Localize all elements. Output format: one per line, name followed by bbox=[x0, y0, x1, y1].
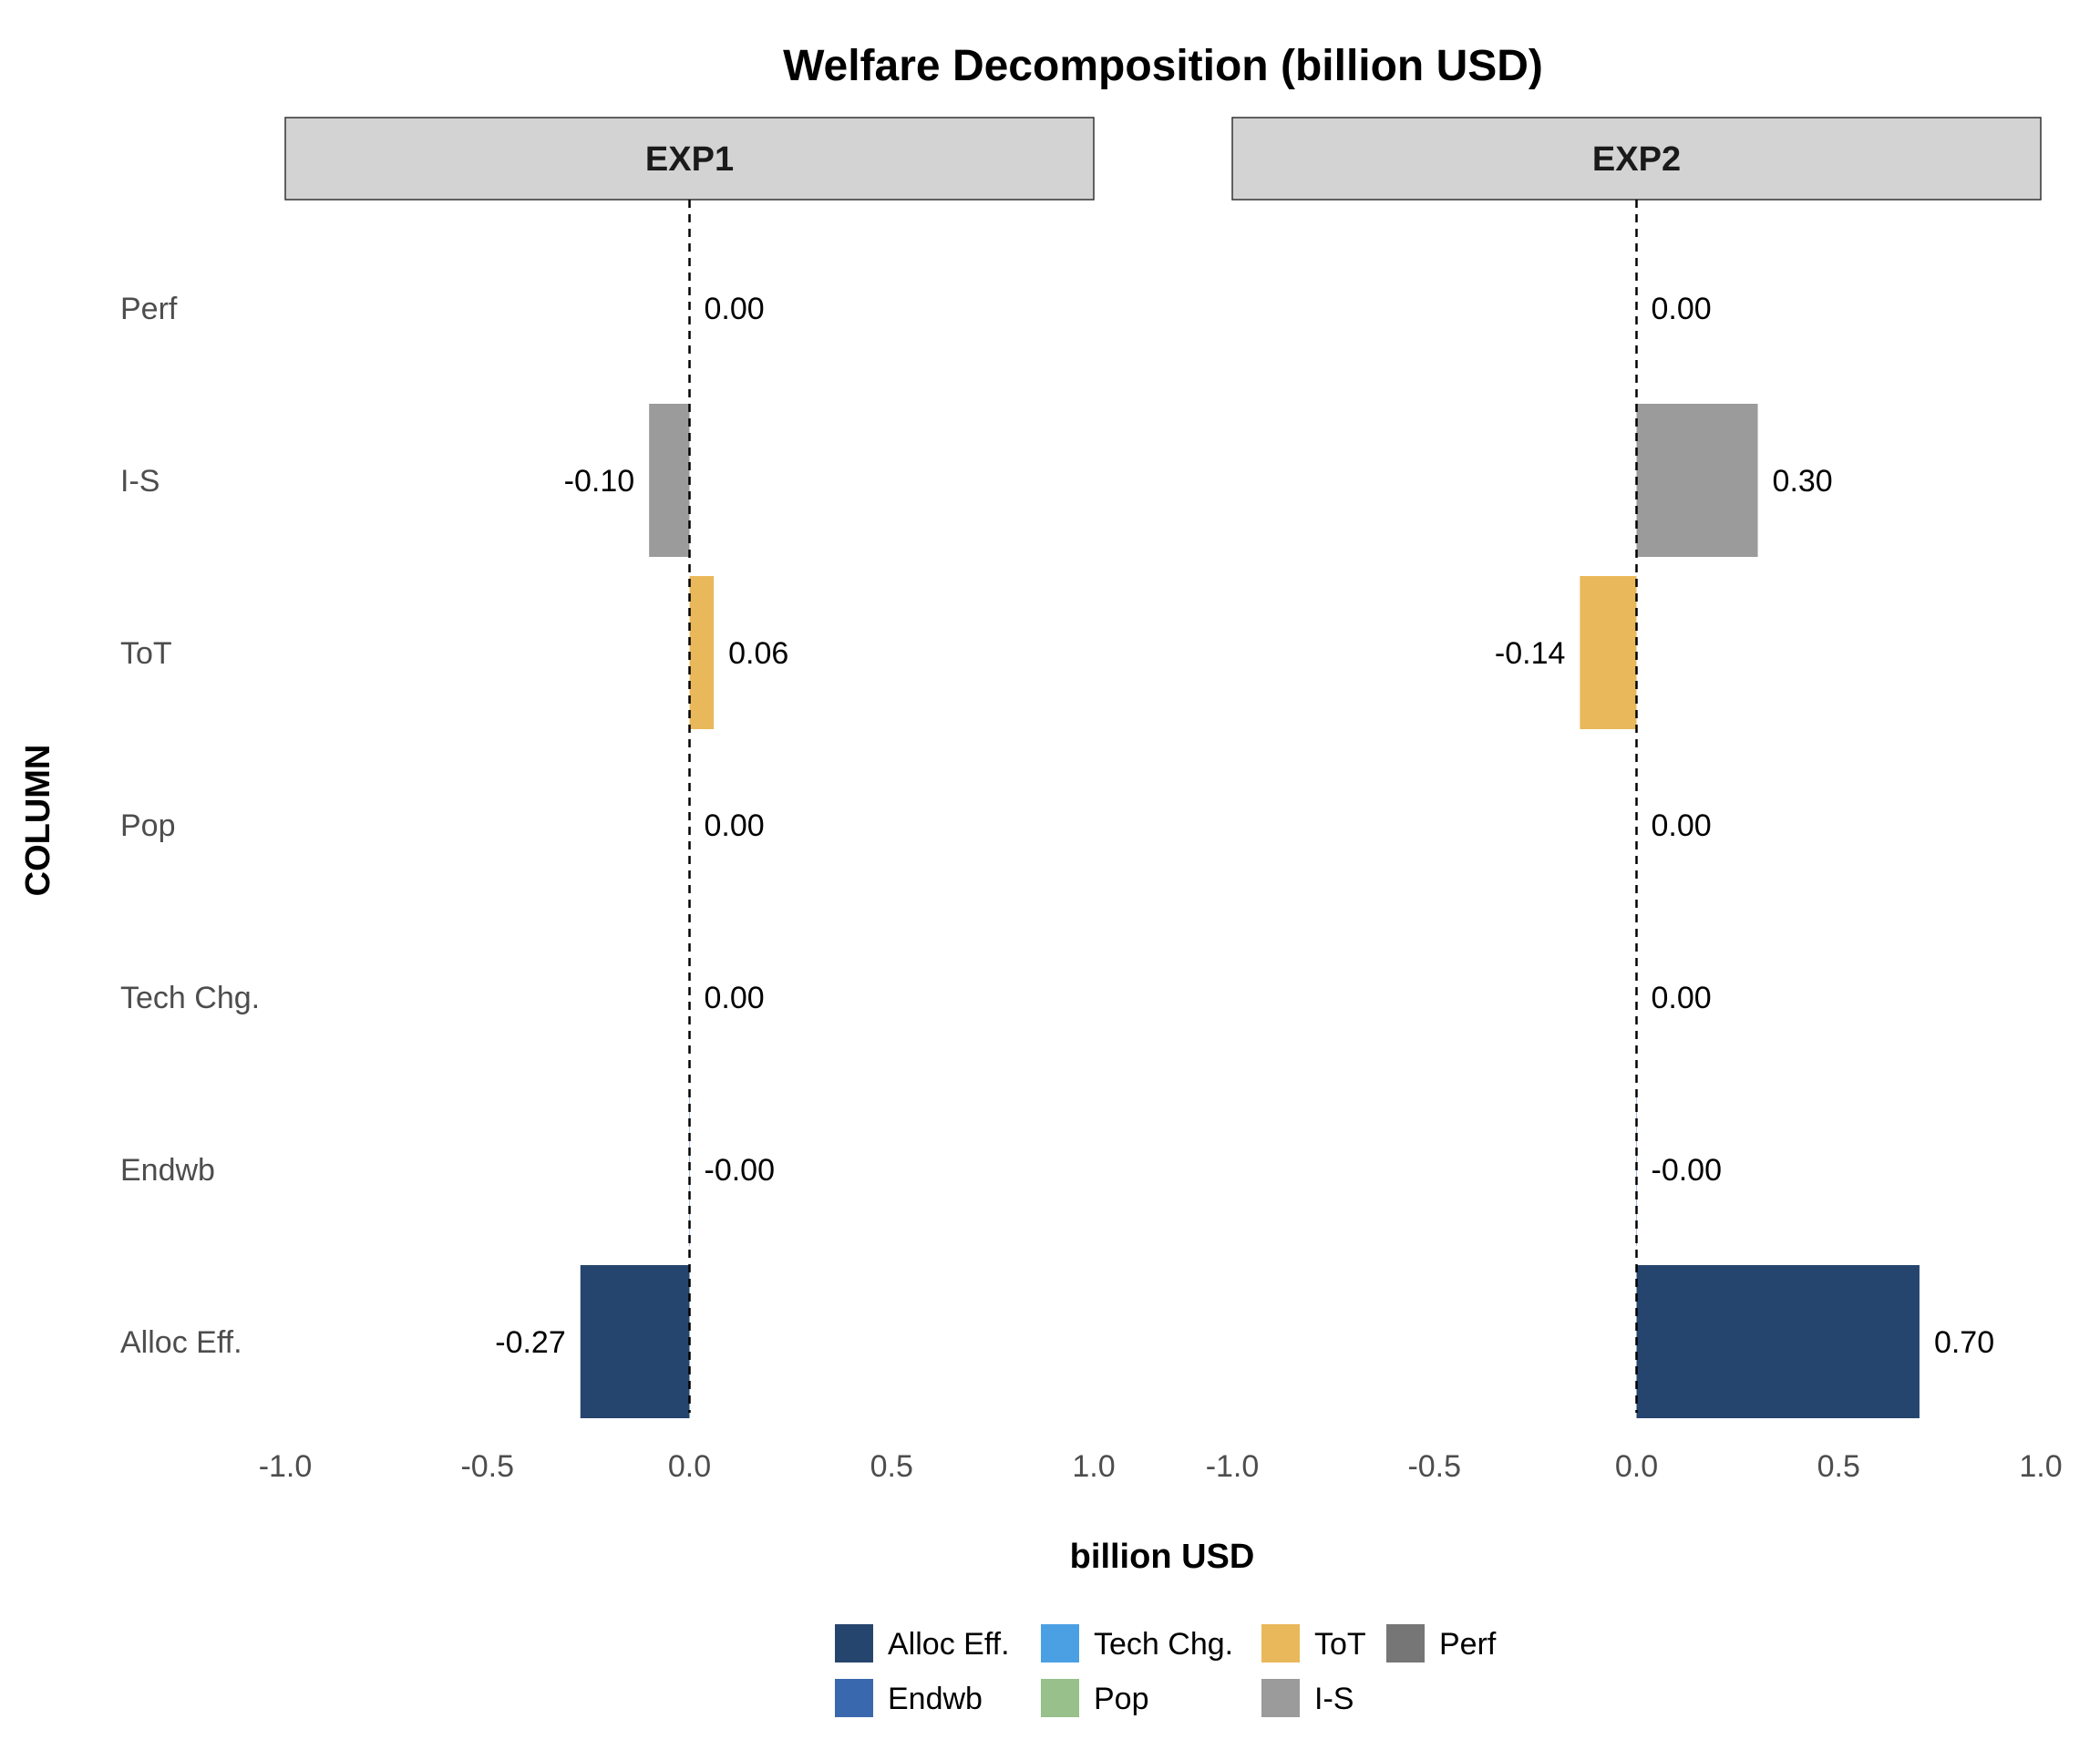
panel-exp2: EXP2 0.00 0.30 -0.14 0.00 0.00 -0.00 0.70 -1.0 -0… bbox=[1206, 117, 2063, 1484]
data-label: 0.00 bbox=[1652, 292, 1712, 326]
x-tick-label: -1.0 bbox=[259, 1449, 313, 1484]
data-label: -0.00 bbox=[1652, 1153, 1723, 1188]
x-tick-label: -0.5 bbox=[1407, 1449, 1461, 1484]
x-tick-label: -0.5 bbox=[460, 1449, 514, 1484]
x-tick-label: 0.5 bbox=[1817, 1449, 1860, 1484]
panel-title: EXP2 bbox=[1592, 140, 1681, 179]
legend-swatch bbox=[1261, 1624, 1300, 1662]
category-label: Tech Chg. bbox=[120, 981, 260, 1015]
x-tick-label: 1.0 bbox=[2019, 1449, 2062, 1484]
panel-strip bbox=[1231, 117, 2042, 201]
x-tick-label: 0.0 bbox=[668, 1449, 711, 1484]
category-label: Endwb bbox=[120, 1153, 215, 1188]
legend-swatch bbox=[835, 1624, 873, 1662]
panel-title: EXP1 bbox=[645, 140, 734, 179]
data-label: 0.06 bbox=[728, 636, 788, 671]
data-label: 0.00 bbox=[705, 981, 765, 1015]
data-label: -0.00 bbox=[705, 1153, 776, 1188]
bar bbox=[649, 404, 690, 557]
bar bbox=[580, 1265, 690, 1418]
legend-label: ToT bbox=[1314, 1627, 1366, 1662]
legend-label: Alloc Eff. bbox=[888, 1627, 1010, 1662]
x-tick-label: -1.0 bbox=[1206, 1449, 1260, 1484]
y-axis-title: COLUMN bbox=[19, 745, 57, 897]
data-label: -0.14 bbox=[1495, 636, 1566, 671]
legend-swatch bbox=[1261, 1679, 1300, 1717]
panel-exp1: EXP1 0.00 -0.10 0.06 0.00 0.00 -0.00 -0.27 -1.0 -… bbox=[259, 117, 1116, 1484]
category-label: Alloc Eff. bbox=[120, 1325, 242, 1360]
data-label: 0.00 bbox=[705, 808, 765, 843]
category-label: ToT bbox=[120, 636, 172, 671]
data-label: 0.00 bbox=[1652, 981, 1712, 1015]
legend: Alloc Eff. Tech Chg. ToT Perf Endwb Pop I-S bbox=[835, 1624, 1497, 1717]
legend-label: Perf bbox=[1439, 1627, 1497, 1662]
bar bbox=[1580, 576, 1637, 729]
legend-swatch bbox=[1386, 1624, 1425, 1662]
data-label: -0.10 bbox=[564, 464, 635, 499]
legend-swatch bbox=[1041, 1679, 1079, 1717]
data-label: 0.70 bbox=[1934, 1325, 1994, 1360]
category-label: Perf bbox=[120, 292, 178, 326]
bar bbox=[689, 576, 715, 729]
panel-strip bbox=[284, 117, 1095, 201]
panels: Perf I-S ToT Pop Tech Chg. Endwb Alloc Eff. EXP… bbox=[120, 117, 2063, 1484]
legend-label: I-S bbox=[1314, 1682, 1354, 1716]
chart-title: Welfare Decomposition (billion USD) bbox=[783, 42, 1543, 90]
data-label: 0.00 bbox=[1652, 808, 1712, 843]
legend-swatch bbox=[835, 1679, 873, 1717]
legend-label: Tech Chg. bbox=[1094, 1627, 1233, 1662]
bar bbox=[1636, 1265, 1920, 1418]
data-label: 0.00 bbox=[705, 292, 765, 326]
x-tick-label: 0.0 bbox=[1615, 1449, 1658, 1484]
data-label: 0.30 bbox=[1773, 464, 1833, 499]
category-label: I-S bbox=[120, 464, 160, 499]
bar bbox=[1636, 404, 1758, 557]
x-axis-title: billion USD bbox=[1070, 1538, 1255, 1576]
data-label: -0.27 bbox=[495, 1325, 566, 1360]
legend-swatch bbox=[1041, 1624, 1079, 1662]
category-label: Pop bbox=[120, 808, 176, 843]
x-tick-label: 0.5 bbox=[870, 1449, 913, 1484]
legend-label: Pop bbox=[1094, 1682, 1149, 1716]
legend-label: Endwb bbox=[888, 1682, 983, 1716]
x-tick-label: 1.0 bbox=[1072, 1449, 1115, 1484]
